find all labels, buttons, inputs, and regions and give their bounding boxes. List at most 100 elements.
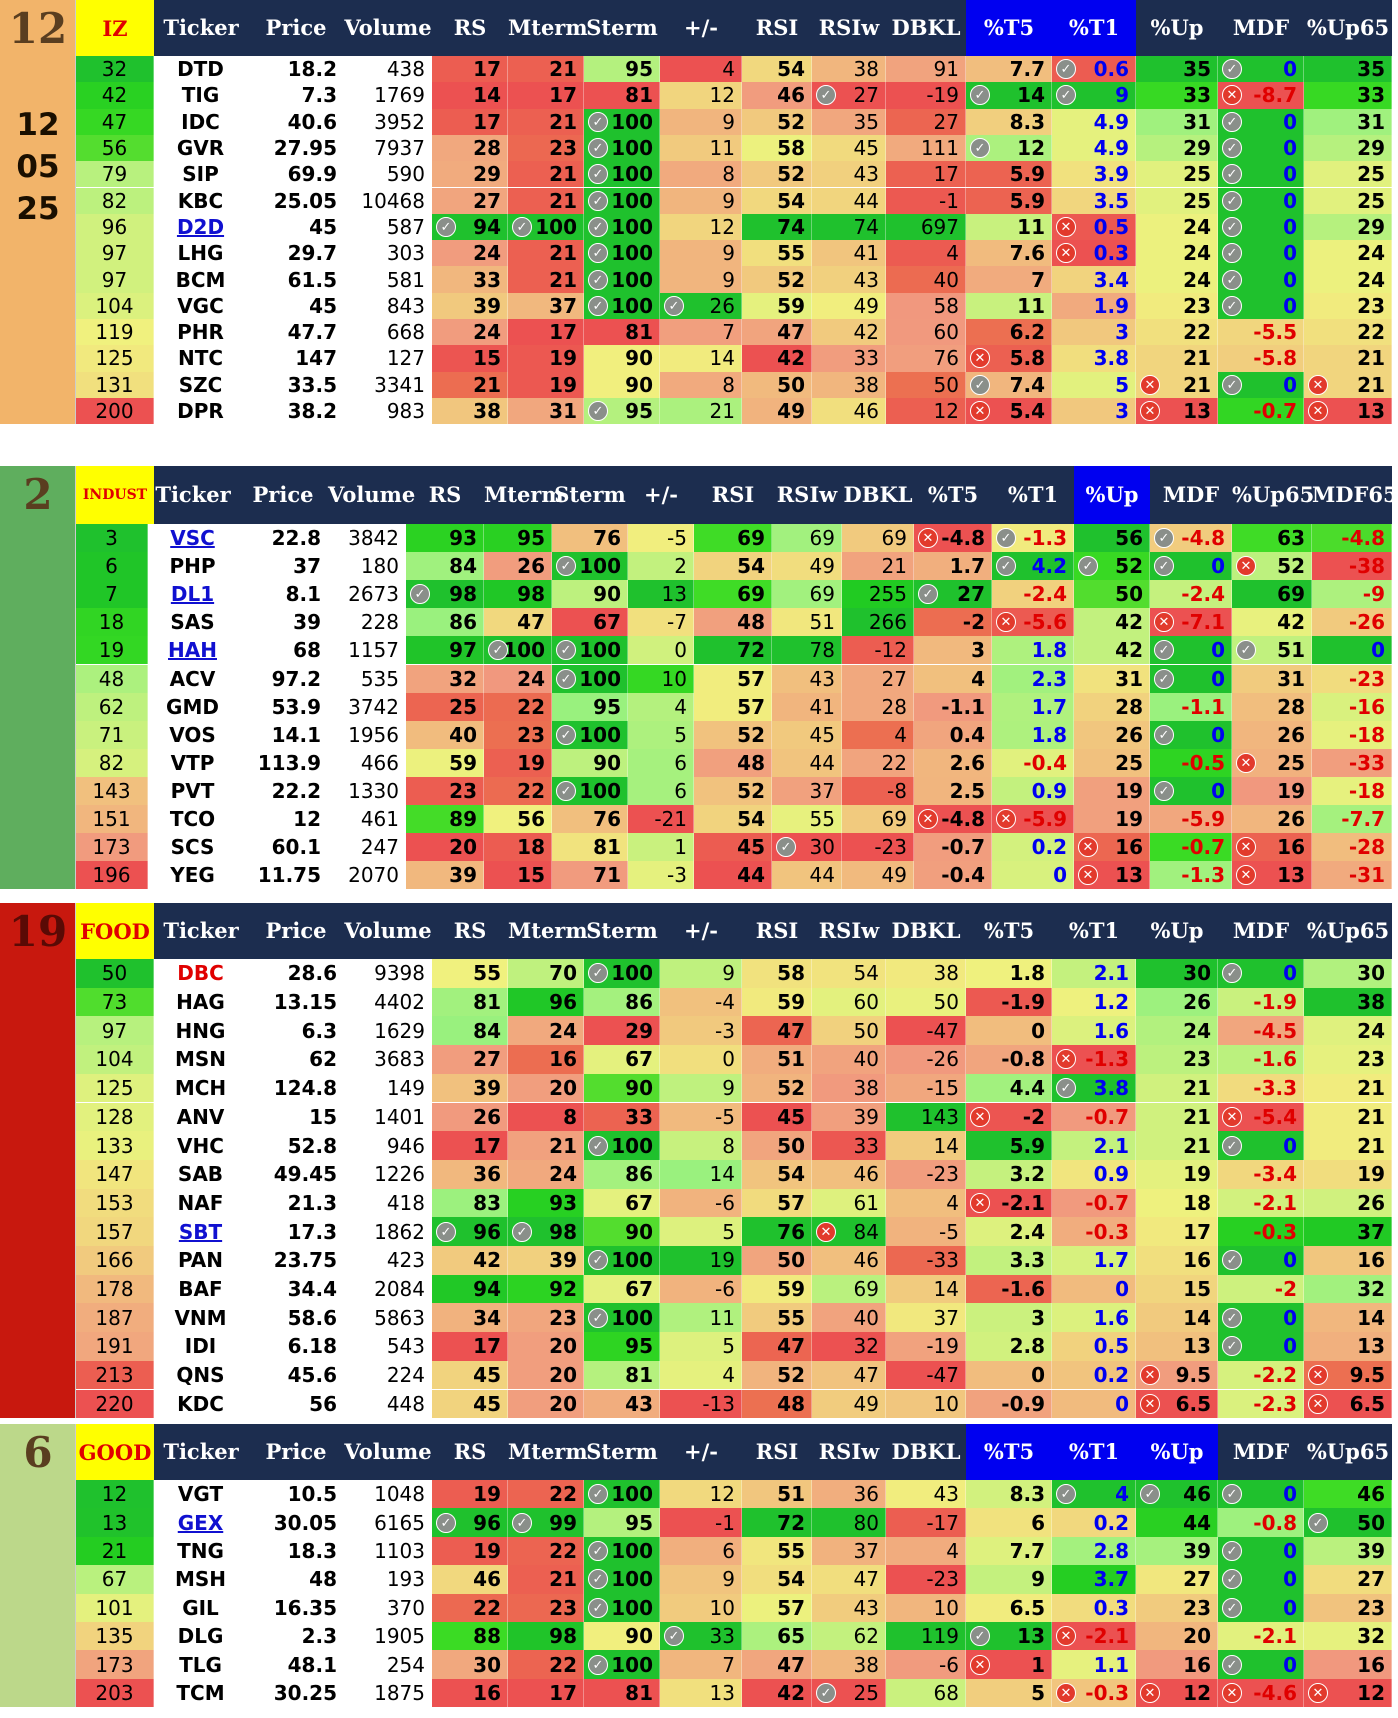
table-row[interactable]: 82 KBC 25.05 10468 27 21 100 ✓ 9 54 44 -1 5.9 3.5 25 0 ✓… — [76, 187, 1392, 214]
ticker-symbol[interactable]: MSN — [154, 1045, 248, 1074]
column-header[interactable]: Price — [265, 918, 327, 943]
ticker-symbol[interactable]: MSH — [154, 1565, 248, 1594]
ticker-symbol[interactable]: VGT — [154, 1480, 248, 1509]
table-row[interactable]: 213 QNS 45.6 224 45 20 81 4 52 47 -47 0 0.2 9.5 ✕ -2.2 9… — [76, 1360, 1392, 1390]
column-header[interactable]: MDF65 — [1312, 482, 1398, 507]
table-row[interactable]: 166 PAN 23.75 423 42 39 100 ✓ 19 50 46 -33 3.3 1.7 16 0… — [76, 1246, 1392, 1275]
ticker-symbol[interactable]: TCM — [154, 1678, 248, 1708]
ticker-symbol[interactable]: VTP — [148, 748, 238, 777]
column-header[interactable]: DBKL — [891, 918, 961, 943]
table-row[interactable]: 173 SCS 60.1 247 20 18 81 1 45 30 ✓ -23 -0.7 0.2 16 ✕ -0… — [76, 833, 1392, 862]
ticker-symbol[interactable]: KBC — [154, 187, 248, 214]
table-row[interactable]: 187 VNM 58.6 5863 34 23 100 ✓ 11 55 40 37 3 1.6 14 0 ✓ 14 — [76, 1303, 1392, 1333]
ticker-symbol[interactable]: GMD — [148, 692, 238, 721]
ticker-symbol[interactable]: PVT — [148, 776, 238, 805]
ticker-symbol[interactable]: VSC — [148, 524, 238, 553]
ticker-symbol[interactable]: TLG — [154, 1650, 248, 1679]
column-header[interactable]: Ticker — [163, 918, 239, 943]
table-row[interactable]: 119 PHR 47.7 668 24 17 81 7 47 42 60 6.2 3 22 -5.5 22 — [76, 319, 1392, 346]
column-header[interactable]: Mterm — [508, 918, 588, 943]
table-row[interactable]: 97 HNG 6.3 1629 84 24 29 -3 47 50 -47 0 1.6 24 -4.5 24 — [76, 1016, 1392, 1046]
ticker-symbol[interactable]: D2D — [154, 213, 248, 241]
table-row[interactable]: 196 YEG 11.75 2070 39 15 71 -3 44 44 49 -0.4 0 13 ✕ -1.… — [76, 861, 1392, 890]
table-row[interactable]: 173 TLG 48.1 254 30 22 100 ✓ 7 47 38 -6 1 ✕ 1.1 16 0 ✓ 16 — [76, 1650, 1392, 1679]
table-row[interactable]: 48 ACV 97.2 535 32 24 100 ✓ 10 57 43 27 4 2.3 31 0 ✓ 31 -2… — [76, 664, 1392, 693]
column-header[interactable]: Sterm — [554, 482, 626, 507]
ticker-symbol[interactable]: IDC — [154, 108, 248, 135]
column-header[interactable]: RS — [453, 918, 487, 943]
column-header[interactable]: DBKL — [843, 482, 913, 507]
table-row[interactable]: 50 DBC 28.6 9398 55 70 100 ✓ 9 58 54 38 1.8 2.1 30 0 ✓ 30 — [76, 959, 1392, 988]
column-header[interactable]: Ticker — [163, 15, 239, 40]
ticker-symbol[interactable]: DTD — [154, 56, 248, 83]
ticker-symbol[interactable]: TCO — [148, 805, 238, 834]
ticker-symbol[interactable]: DPR — [154, 397, 248, 425]
column-header[interactable]: RSIw — [818, 1439, 880, 1464]
column-header[interactable]: Mterm — [508, 15, 588, 40]
ticker-symbol[interactable]: GEX — [154, 1508, 248, 1537]
table-row[interactable]: 153 NAF 21.3 418 83 93 67 -6 57 61 4 -2.1 ✕ -0.7 18 -2.… — [76, 1188, 1392, 1218]
table-row[interactable]: 13 GEX 30.05 6165 96 ✓ 99 ✓ 95 -1 72 80 -17 6 0.2 44 -0.… — [76, 1508, 1392, 1537]
column-header[interactable]: RS — [428, 482, 462, 507]
column-header[interactable]: Mterm — [484, 482, 564, 507]
column-header[interactable]: %Up — [1074, 466, 1150, 524]
ticker-symbol[interactable]: SAS — [148, 608, 238, 637]
table-row[interactable]: 200 DPR 38.2 983 38 31 95 ✓ 21 49 46 12 5.4 ✕ 3 13 ✕ -0.7… — [76, 397, 1392, 425]
table-row[interactable]: 19 HAH 68 1157 97 100 ✓ 100 ✓ 0 72 78 -12 3 1.8 42 0 ✓ 51 ✓… — [76, 636, 1392, 665]
column-header[interactable]: Ticker — [163, 1439, 239, 1464]
column-header[interactable]: RS — [453, 1439, 487, 1464]
column-header[interactable]: Sterm — [586, 918, 658, 943]
table-row[interactable]: 125 MCH 124.8 149 39 20 90 9 52 38 -15 4.4 3.8 ✓ 21 -3.… — [76, 1073, 1392, 1103]
table-row[interactable]: 67 MSH 48 193 46 21 100 ✓ 9 54 47 -23 9 3.7 27 0 ✓ 27 — [76, 1565, 1392, 1594]
ticker-symbol[interactable]: SZC — [154, 371, 248, 398]
column-header[interactable]: %Up65 — [1306, 918, 1390, 943]
column-header[interactable]: %T5 — [983, 918, 1035, 943]
table-row[interactable]: 178 BAF 34.4 2084 94 92 67 -6 59 69 14 -1.6 0 15 -2 32 — [76, 1274, 1392, 1304]
table-row[interactable]: 73 HAG 13.15 4402 81 96 86 -4 59 60 50 -1.9 1.2 26 -1.… — [76, 987, 1392, 1017]
column-header[interactable]: Volume — [344, 15, 432, 40]
table-row[interactable]: 21 TNG 18.3 1103 19 22 100 ✓ 6 55 37 4 7.7 2.8 39 0 ✓ 39 — [76, 1536, 1392, 1566]
column-header[interactable]: MDF — [1232, 15, 1290, 40]
table-row[interactable]: 71 VOS 14.1 1956 40 23 100 ✓ 5 52 45 4 0.4 1.8 26 0 ✓ 26-… — [76, 720, 1392, 749]
column-header[interactable]: %Up — [1150, 15, 1204, 40]
table-row[interactable]: 220 KDC 56 448 45 20 43 -13 48 49 10 -0.9 0 6.5 ✕ -2.3 6… — [76, 1389, 1392, 1419]
table-row[interactable]: 157 SBT 17.3 1862 96 ✓ 98 ✓ 90 5 76 84 ✕ -5 2.4 -0.3 17-… — [76, 1217, 1392, 1246]
ticker-symbol[interactable]: LHG — [154, 240, 248, 267]
ticker-symbol[interactable]: QNS — [154, 1360, 248, 1390]
column-header[interactable]: Sterm — [586, 15, 658, 40]
table-row[interactable]: 97 LHG 29.7 303 24 21 100 ✓ 9 55 41 4 7.6 0.3 ✕ 24 0 ✓ 24 — [76, 240, 1392, 267]
column-header[interactable]: RSIw — [818, 15, 880, 40]
column-header[interactable]: Price — [265, 15, 327, 40]
ticker-symbol[interactable]: DL1 — [148, 580, 238, 609]
ticker-symbol[interactable]: GIL — [154, 1593, 248, 1622]
ticker-symbol[interactable]: MCH — [154, 1073, 248, 1103]
table-row[interactable]: 47 IDC 40.6 3952 17 21 100 ✓ 9 52 35 27 8.3 4.9 31 0 ✓ 31 — [76, 108, 1392, 135]
table-row[interactable]: 147 SAB 49.45 1226 36 24 86 14 54 46 -23 3.2 0.9 19 -3… — [76, 1159, 1392, 1189]
ticker-symbol[interactable]: DLG — [154, 1622, 248, 1651]
column-header[interactable]: %T1 — [1052, 1424, 1136, 1480]
table-row[interactable]: 82 VTP 113.9 466 59 19 90 6 48 44 22 2.6 -0.4 25 -0.5 2… — [76, 748, 1392, 777]
ticker-symbol[interactable]: YEG — [148, 861, 238, 890]
column-header[interactable]: Price — [265, 1439, 327, 1464]
column-header[interactable]: Mterm — [508, 1439, 588, 1464]
table-row[interactable]: 3 VSC 22.8 3842 93 95 76 -5 69 69 69 -4.8 ✕ -1.3 ✓ 56 -4… — [76, 524, 1392, 553]
column-header[interactable]: +/- — [684, 1439, 718, 1464]
ticker-symbol[interactable]: NTC — [154, 345, 248, 372]
table-row[interactable]: 18 SAS 39 228 86 47 67 -7 48 51 266 -2 -5.6 ✕ 42 -7.1 ✕ 4… — [76, 608, 1392, 637]
ticker-symbol[interactable]: DBC — [154, 959, 248, 988]
ticker-symbol[interactable]: HAH — [148, 636, 238, 665]
table-row[interactable]: 104 VGC 45 843 39 37 100 ✓ 26 ✓ 59 49 58 11 1.9 23 0 ✓ 23 — [76, 292, 1392, 319]
column-header[interactable]: Volume — [344, 1439, 432, 1464]
table-row[interactable]: 12 VGT 10.5 1048 19 22 100 ✓ 12 51 36 43 8.3 4 ✓ 46 ✓ 0 ✓ 4… — [76, 1480, 1392, 1509]
table-row[interactable]: 56 GVR 27.95 7937 28 23 100 ✓ 11 58 45 111 12 ✓ 4.9 29 0… — [76, 134, 1392, 162]
ticker-symbol[interactable]: VGC — [154, 292, 248, 319]
ticker-symbol[interactable]: PAN — [154, 1246, 248, 1275]
table-row[interactable]: 143 PVT 22.2 1330 23 22 100 ✓ 6 52 37 -8 2.5 0.9 19 0 ✓ 1… — [76, 776, 1392, 805]
table-row[interactable]: 32 DTD 18.2 438 17 21 95 4 54 38 91 7.7 0.6 ✓ 35 0 ✓ 35 — [76, 56, 1392, 83]
column-header[interactable]: Ticker — [155, 482, 231, 507]
column-header[interactable]: Volume — [344, 918, 432, 943]
column-header[interactable]: %Up65 — [1232, 482, 1315, 507]
ticker-symbol[interactable]: SBT — [154, 1217, 248, 1246]
table-row[interactable]: 96 D2D 45 587 94 ✓ 100 ✓ 100 ✓ 12 74 74 697 11 0.5 ✕ 24 0 ✓… — [76, 213, 1392, 241]
ticker-symbol[interactable]: IDI — [154, 1332, 248, 1361]
